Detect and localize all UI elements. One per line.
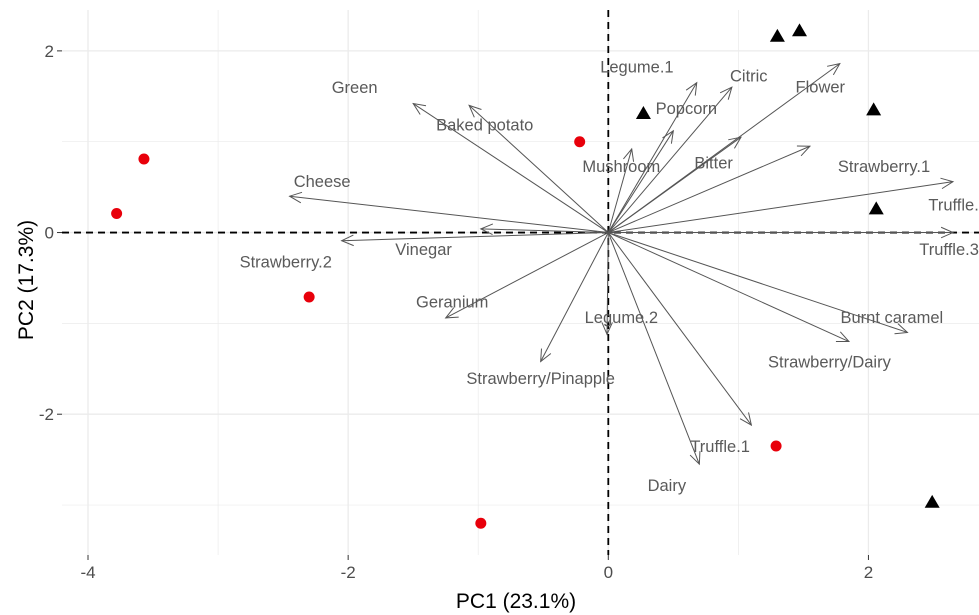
vector-arrowhead bbox=[685, 81, 698, 96]
vector-line bbox=[607, 148, 633, 233]
vector-label: Citric bbox=[730, 67, 768, 85]
point-circle bbox=[475, 517, 487, 529]
x-tick-label: -4 bbox=[80, 563, 95, 582]
point-circle bbox=[574, 136, 586, 148]
vector-line bbox=[607, 130, 674, 233]
point-circle bbox=[770, 440, 782, 452]
vector-line bbox=[540, 232, 609, 362]
loading-vectors: Green Baked potato Cheese Strawberry.2 Vineg… bbox=[240, 58, 979, 495]
y-tick-label: -2 bbox=[39, 405, 54, 424]
vector-label: Dairy bbox=[648, 477, 687, 495]
vector-line bbox=[445, 232, 609, 319]
vector-arrowhead bbox=[739, 412, 753, 427]
vector-line bbox=[412, 103, 609, 233]
vector-line bbox=[468, 105, 609, 233]
vector-label: Truffle.1 bbox=[690, 438, 750, 456]
vector-arrowhead bbox=[340, 234, 354, 247]
y-axis-title: PC2 (17.3%) bbox=[15, 220, 38, 340]
point-circle bbox=[303, 291, 315, 303]
point-triangle bbox=[868, 201, 884, 215]
vector-label: Bitter bbox=[694, 155, 733, 173]
y-tick-label: 0 bbox=[45, 224, 54, 243]
vector-line bbox=[480, 228, 609, 234]
vector-arrowhead bbox=[894, 323, 909, 335]
vector-line bbox=[607, 82, 698, 233]
vector-arrowhead bbox=[940, 226, 955, 239]
vector-arrowhead bbox=[540, 348, 552, 363]
point-triangle bbox=[769, 28, 785, 42]
vector-line bbox=[608, 181, 954, 234]
vector-line bbox=[606, 232, 609, 335]
vector-line bbox=[341, 232, 609, 242]
y-tick-label: 2 bbox=[45, 42, 54, 61]
vector-arrowhead bbox=[796, 145, 812, 157]
vector-line bbox=[607, 232, 752, 426]
vector-arrowhead bbox=[827, 62, 841, 76]
point-triangle bbox=[866, 102, 882, 116]
vector-arrowhead bbox=[623, 147, 635, 162]
vector-label: Cheese bbox=[294, 173, 351, 191]
x-tick-label: 2 bbox=[864, 563, 873, 582]
x-axis-title: PC1 (23.1%) bbox=[456, 590, 576, 613]
vector-arrowhead bbox=[719, 86, 733, 100]
vector-label: Burnt caramel bbox=[840, 309, 943, 327]
vector-label: Green bbox=[332, 79, 378, 97]
vector-label: Vinegar bbox=[395, 241, 452, 259]
vector-label: Truffle.3 bbox=[919, 241, 979, 259]
vector-line bbox=[608, 145, 811, 234]
point-circle bbox=[138, 153, 150, 165]
vector-arrowhead bbox=[728, 136, 742, 149]
vector-label: Strawberry.1 bbox=[838, 158, 930, 176]
point-triangle bbox=[924, 494, 940, 508]
vector-arrowhead bbox=[468, 104, 482, 118]
vector-label: Legume.2 bbox=[585, 309, 658, 327]
vector-arrowhead bbox=[835, 331, 851, 343]
vector-line bbox=[608, 232, 850, 342]
vector-arrowhead bbox=[689, 451, 701, 466]
vector-label: Strawberry/Pinapple bbox=[466, 370, 615, 388]
vector-arrowhead bbox=[444, 307, 459, 319]
vector-arrowhead bbox=[940, 177, 955, 190]
vector-label: Geranium bbox=[416, 294, 488, 312]
reference-lines bbox=[62, 10, 979, 555]
vector-line bbox=[608, 63, 841, 233]
x-tick-label: 0 bbox=[604, 563, 613, 582]
vector-label: Baked potato bbox=[436, 116, 533, 134]
vector-label: Popcorn bbox=[656, 100, 717, 118]
vector-label: Mushroom bbox=[582, 158, 660, 176]
vector-arrowhead bbox=[601, 322, 613, 336]
vector-label: Legume.1 bbox=[600, 58, 673, 76]
vector-label: Strawberry.2 bbox=[240, 254, 332, 272]
score-points bbox=[111, 23, 940, 529]
point-triangle bbox=[792, 23, 808, 37]
vector-label: Truffle.2 bbox=[928, 196, 979, 214]
vector-line bbox=[607, 86, 733, 233]
vector-arrowhead bbox=[479, 223, 494, 235]
vector-label: Strawberry/Dairy bbox=[768, 354, 892, 372]
axis-ticks: -4 -2 0 2 -2 0 2 bbox=[39, 42, 873, 582]
x-tick-label: -2 bbox=[341, 563, 356, 582]
vector-line bbox=[608, 232, 908, 333]
vector-arrowhead bbox=[288, 191, 303, 204]
point-triangle bbox=[635, 106, 651, 119]
vector-arrowhead bbox=[412, 102, 427, 115]
vector-line bbox=[289, 195, 609, 234]
vector-line bbox=[607, 232, 700, 465]
vector-label: Flower bbox=[796, 78, 846, 96]
point-circle bbox=[111, 207, 123, 219]
